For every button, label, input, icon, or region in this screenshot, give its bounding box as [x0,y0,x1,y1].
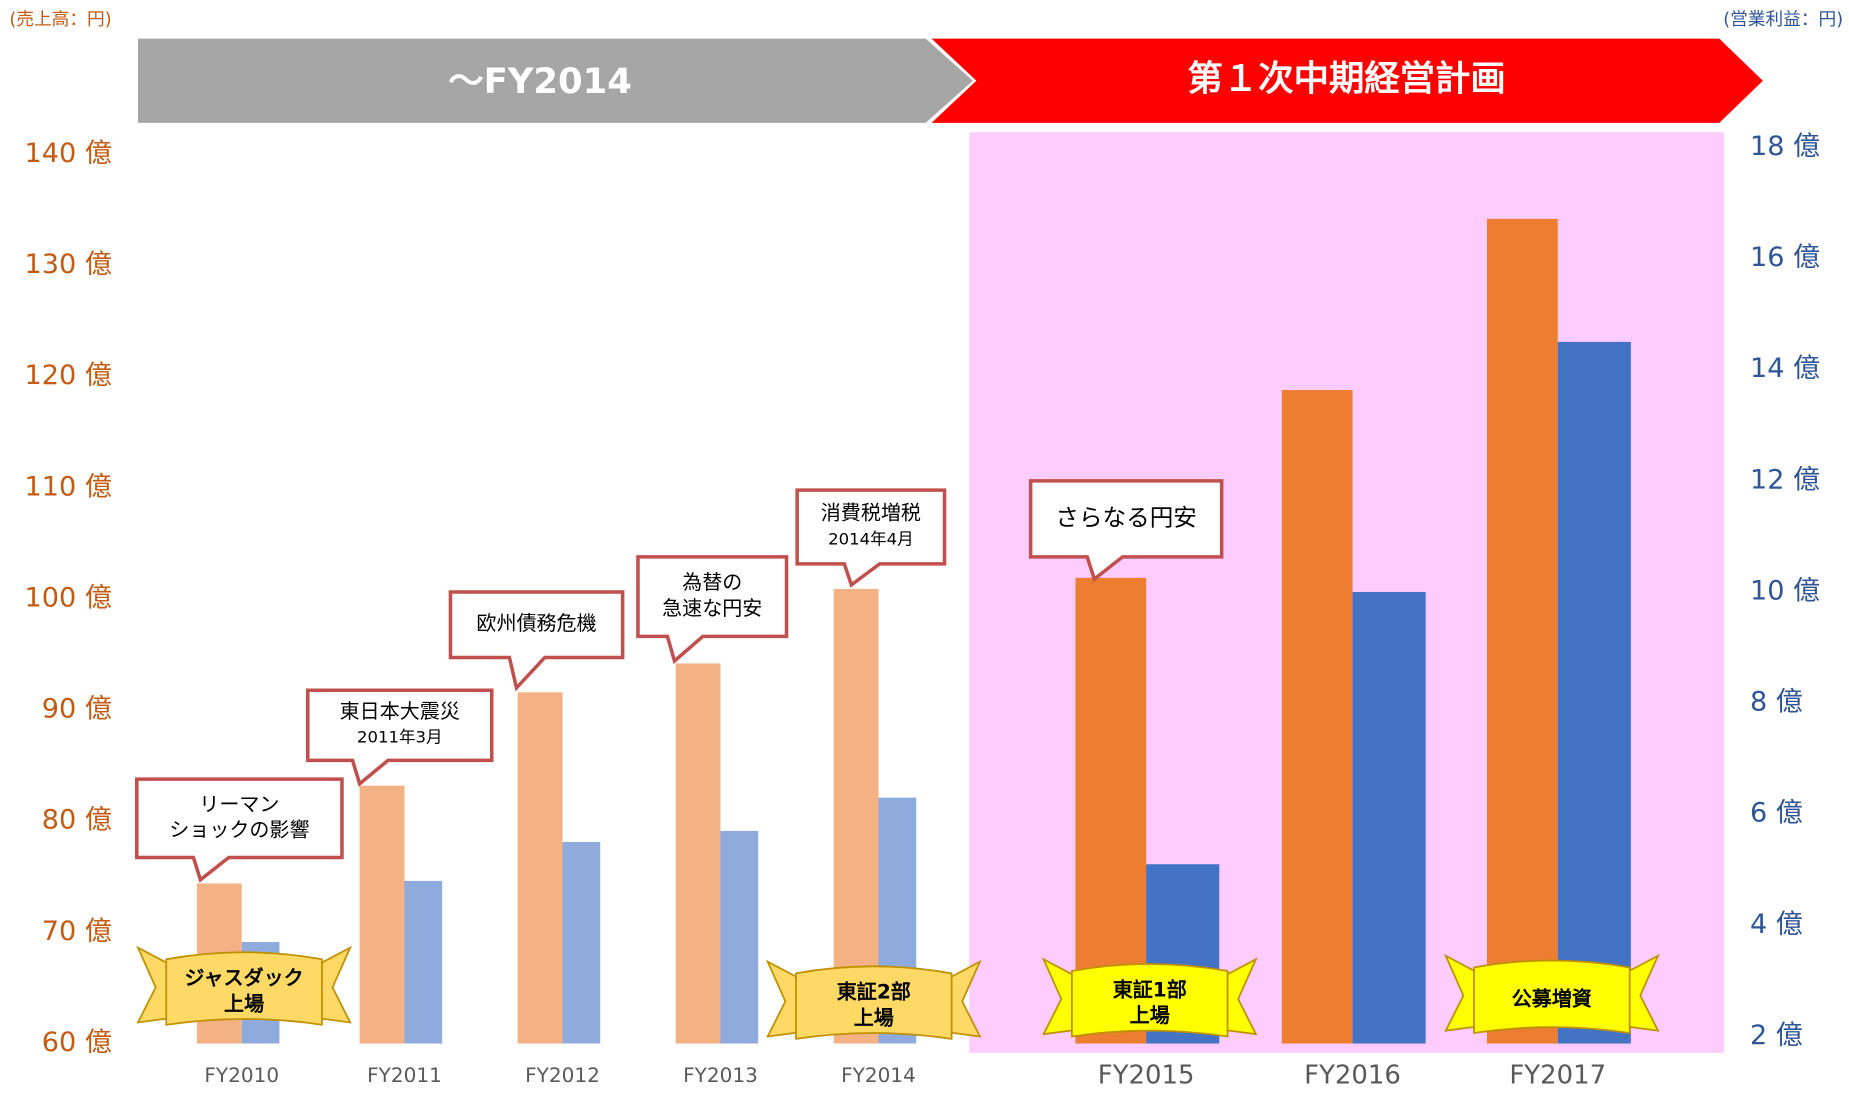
badge-text: 東証2部 [837,980,911,1004]
bar [404,880,443,1044]
x-tick-label: FY2013 [683,1063,758,1087]
callout [1028,479,1224,583]
x-tick-label: FY2010 [204,1063,279,1087]
callout [448,590,625,692]
callout-text: さらなる円安 [1055,503,1196,531]
x-tick-label: FY2014 [841,1063,916,1087]
bar [1281,390,1353,1044]
y2-tick-label: 10 億 [1750,576,1820,607]
badge [1473,959,1631,1035]
y2-tick-label: 12 億 [1750,464,1820,495]
callout-text: 為替の [682,570,742,594]
callout-text: ショックの影響 [169,818,309,842]
left-unit: (売上高：円) [9,10,111,30]
callout-text: リーマン [199,792,279,816]
bar [720,830,759,1044]
badge [165,951,323,1026]
bar [1352,591,1426,1044]
y2-tick-label: 14 億 [1750,353,1820,384]
y2-tick-label: 4 億 [1750,909,1803,940]
phase-arrow [931,38,1763,123]
right-unit: (営業利益：円) [1723,10,1843,30]
y2-tick-label: 8 億 [1750,687,1803,718]
callout [135,777,344,883]
badge-text: 東証1部 [1113,977,1187,1001]
callout-text: 急速な円安 [662,596,762,620]
y-tick-label: 80 億 [42,805,112,836]
callout [306,688,494,787]
y2-tick-label: 2 億 [1750,1020,1803,1051]
y-tick-label: 130 億 [25,249,112,280]
bar [1557,341,1631,1044]
callout-text: 2011年3月 [357,728,443,747]
y-tick-label: 120 億 [25,360,112,391]
badge-text: 公募増資 [1512,987,1592,1011]
badge-text: ジャスダック [184,966,303,990]
y-tick-label: 90 億 [42,694,112,725]
y2-tick-label: 18 億 [1750,131,1820,162]
phase-label: ～FY2014 [448,61,632,102]
x-tick-label: FY2015 [1098,1061,1195,1091]
bar [562,842,601,1044]
y-tick-label: 100 億 [25,583,112,614]
x-tick-label: FY2011 [367,1063,442,1087]
badge-text: 上場 [854,1006,894,1030]
bar [1486,218,1558,1044]
x-tick-label: FY2012 [525,1063,600,1087]
callout-text: 消費税増税 [821,501,921,525]
y2-tick-label: 16 億 [1750,242,1820,273]
y-tick-label: 60 億 [42,1027,112,1058]
phase-label: 第１次中期経営計画 [1188,59,1506,100]
y-tick-label: 70 億 [42,916,112,947]
bar [359,785,405,1044]
phase-arrow [137,38,973,123]
badge [1071,963,1229,1038]
callout-text: 欧州債務危機 [476,611,596,635]
x-tick-label: FY2017 [1509,1061,1606,1091]
x-tick-label: FY2016 [1304,1061,1401,1091]
y-tick-label: 110 億 [25,471,112,502]
callout-text: 東日本大震災 [340,699,460,723]
bar [675,663,721,1044]
badge [795,965,953,1040]
y2-tick-label: 6 億 [1750,798,1803,829]
bar [517,692,563,1044]
callout [795,488,947,588]
callout [636,555,789,665]
badge-text: 上場 [1130,1003,1170,1027]
badge-text: 上場 [224,991,264,1015]
y-tick-label: 140 億 [25,138,112,169]
callout-text: 2014年4月 [828,529,914,548]
